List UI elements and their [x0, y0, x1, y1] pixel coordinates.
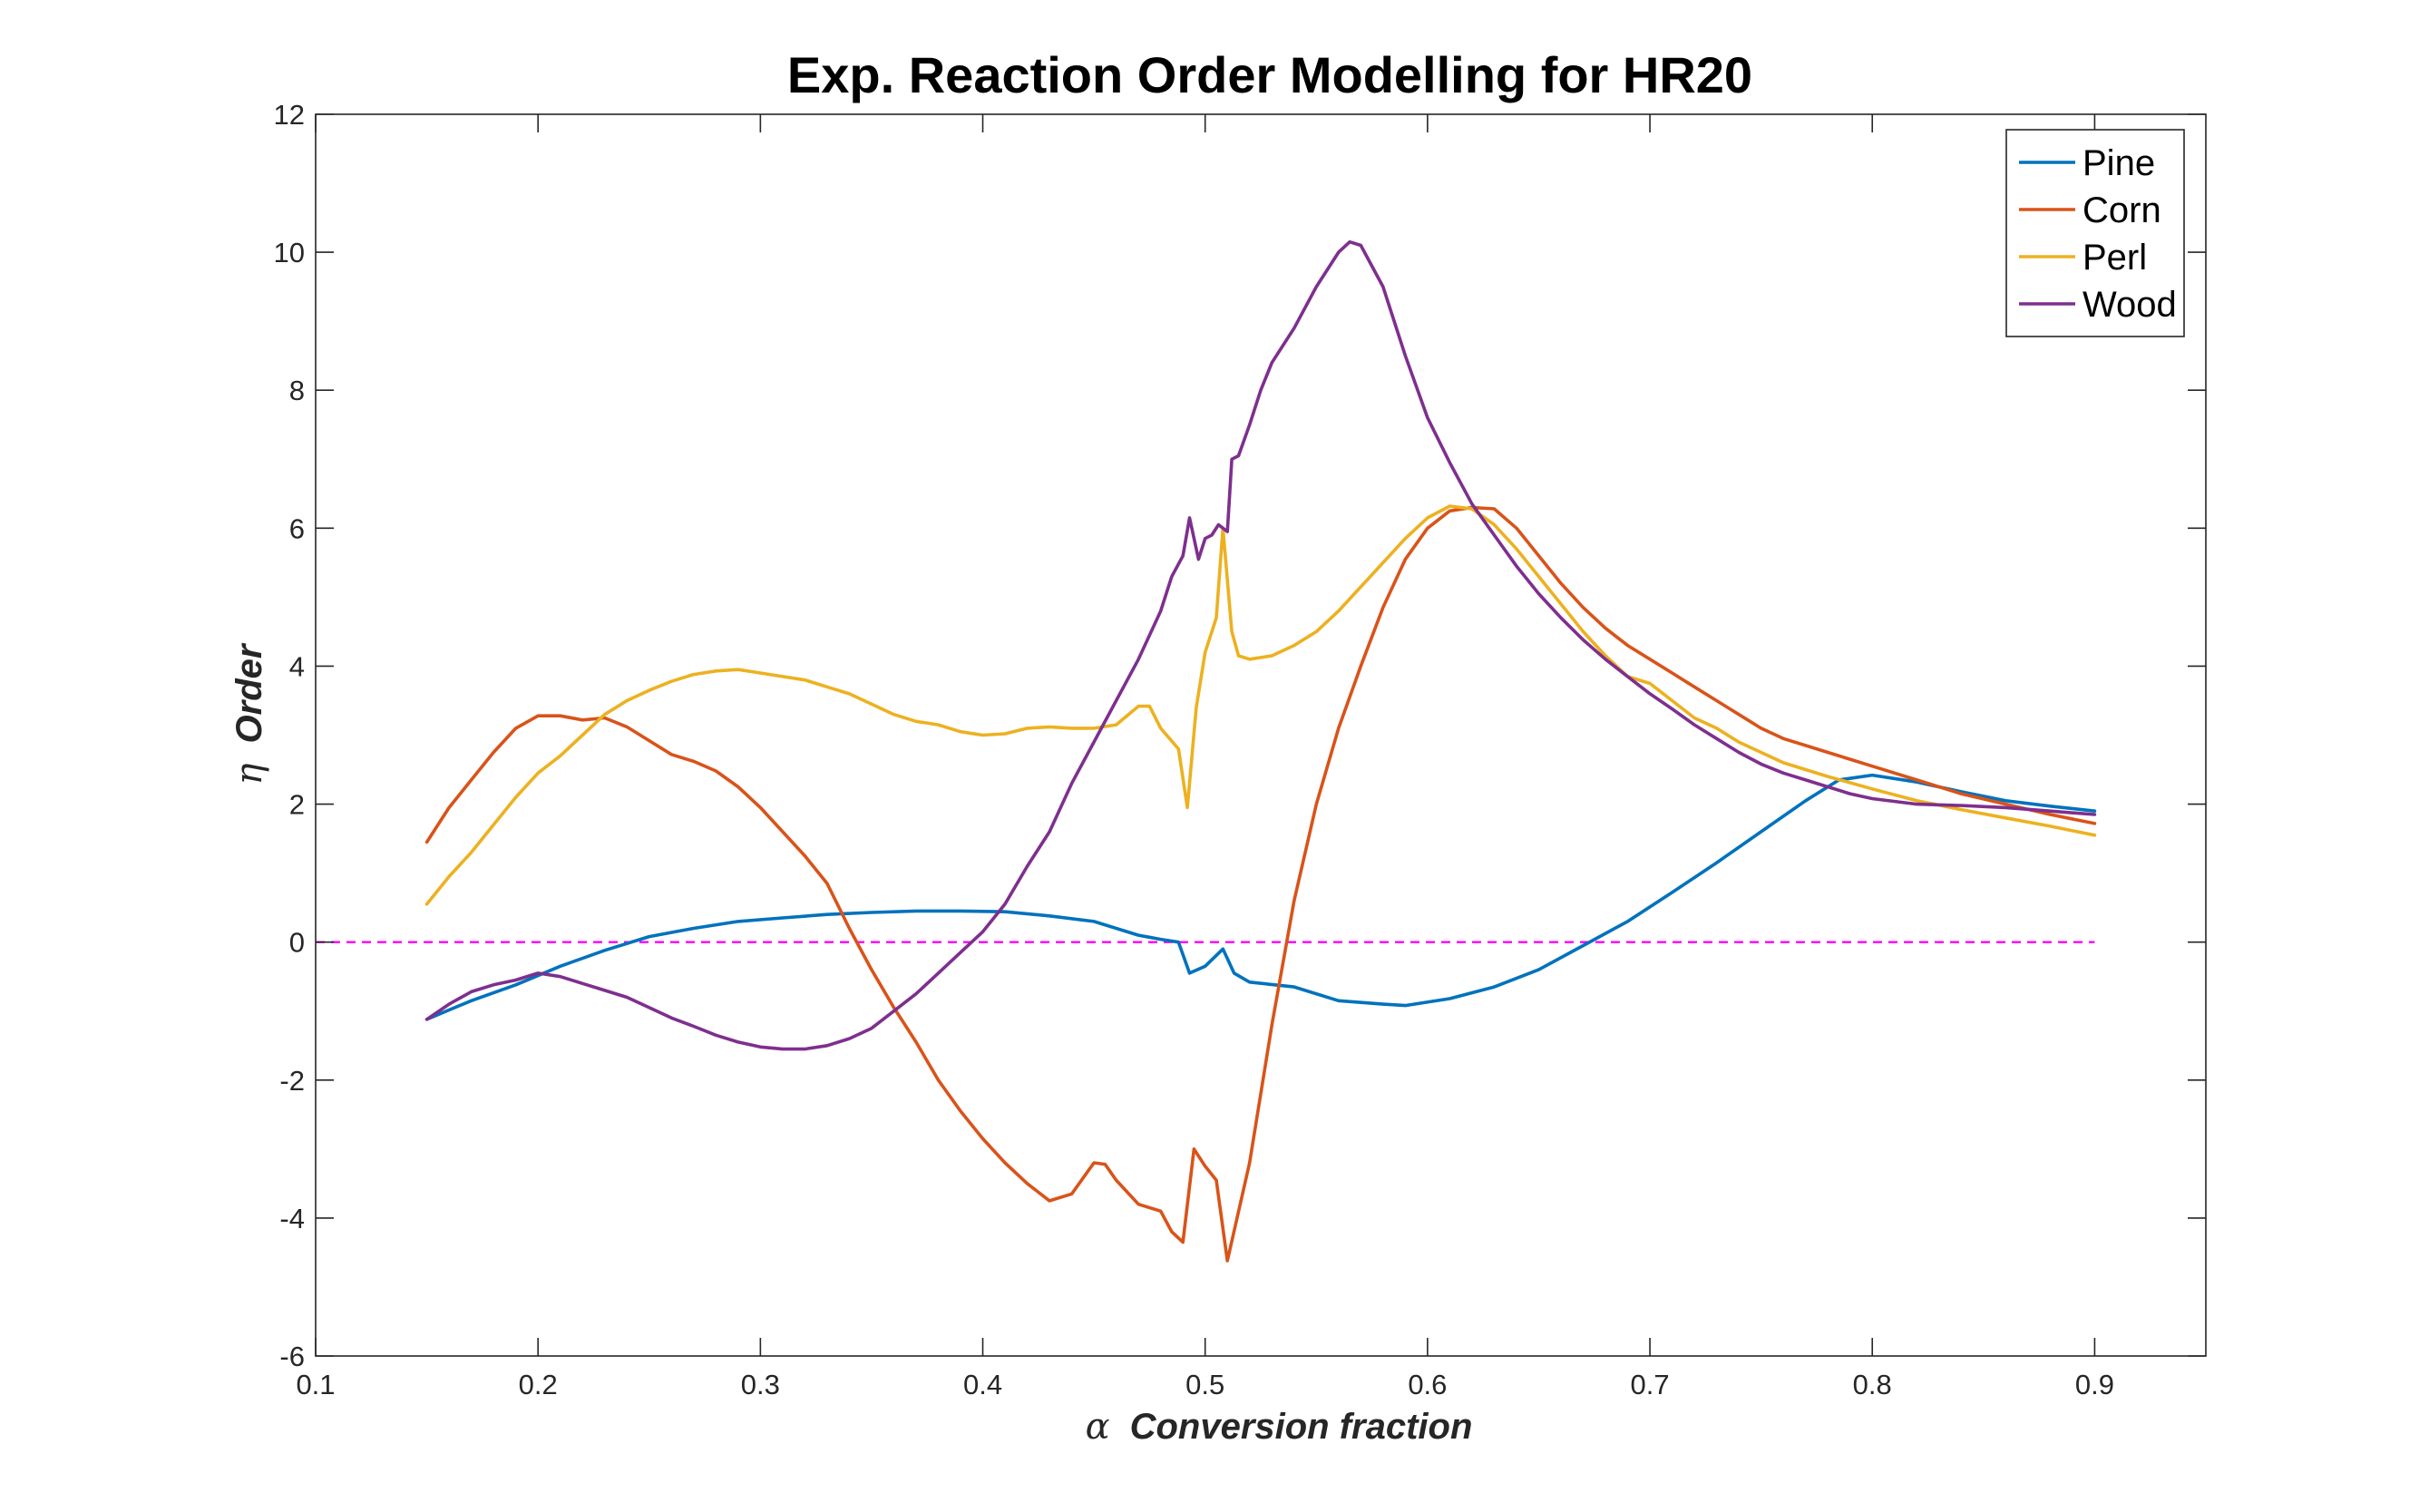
legend-box — [2005, 129, 2185, 337]
series-line-pine — [424, 773, 2097, 1021]
x-tick-label: 0.5 — [1185, 1369, 1224, 1400]
y-tick-label: 12 — [274, 99, 305, 131]
x-tick-label: 0.9 — [2075, 1369, 2114, 1400]
x-tick-label: 0.2 — [519, 1369, 558, 1400]
y-axis-symbol: η — [229, 763, 270, 785]
series-group — [424, 239, 2097, 1263]
y-axis-label-text: Order — [229, 642, 269, 743]
y-tick-label: -2 — [279, 1065, 305, 1097]
x-tick-label: 0.4 — [963, 1369, 1002, 1400]
y-axis-label: η Order — [229, 642, 270, 785]
x-axis-ticks: 0.1 0.2 0.3 0.4 0.5 0.6 0.7 0.8 0.9 — [296, 114, 2114, 1400]
plot-area — [315, 113, 2207, 1357]
chart-title: Exp. Reaction Order Modelling for HR20 — [787, 46, 1752, 103]
y-axis-ticks: -6 -4 -2 0 2 4 6 8 10 12 — [274, 99, 2206, 1372]
legend-label-pine: Pine — [2082, 143, 2155, 183]
x-axis-label-text: Conversion fraction — [1130, 1407, 1473, 1447]
x-tick-label: 0.8 — [1853, 1369, 1892, 1400]
plot-box — [315, 113, 2207, 1357]
x-tick-label: 0.3 — [741, 1369, 780, 1400]
x-axis-symbol: α — [1086, 1406, 1110, 1448]
series-line-corn — [424, 505, 2097, 1263]
series-line-perl — [424, 504, 2097, 906]
legend-label-wood: Wood — [2082, 285, 2177, 325]
legend: Pine Corn Perl Wood — [2005, 129, 2185, 337]
legend-label-perl: Perl — [2082, 238, 2147, 278]
x-tick-label: 0.6 — [1408, 1369, 1447, 1400]
series-line-wood — [424, 239, 2097, 1051]
y-tick-label: 4 — [289, 650, 305, 682]
x-axis-label: α Conversion fraction — [1086, 1406, 1473, 1448]
svg-text:α Conversion fraction: α Conversion fraction — [1086, 1406, 1473, 1448]
y-tick-label: -4 — [279, 1203, 305, 1234]
svg-text:η Order: η Order — [229, 642, 270, 785]
x-tick-label: 0.1 — [296, 1369, 335, 1400]
y-tick-label: -6 — [279, 1341, 305, 1372]
x-tick-label: 0.7 — [1631, 1369, 1670, 1400]
y-tick-label: 2 — [289, 789, 305, 821]
y-tick-label: 0 — [289, 927, 305, 959]
y-tick-label: 6 — [289, 512, 305, 544]
y-tick-label: 10 — [274, 237, 305, 268]
y-tick-label: 8 — [289, 375, 305, 406]
legend-label-corn: Corn — [2082, 190, 2161, 230]
